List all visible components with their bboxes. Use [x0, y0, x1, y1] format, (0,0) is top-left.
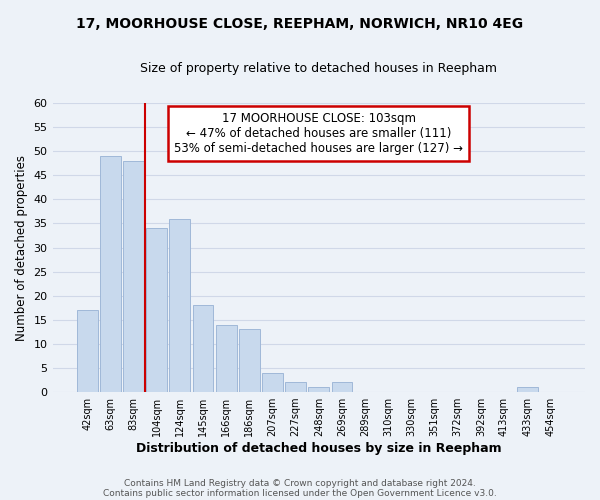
- X-axis label: Distribution of detached houses by size in Reepham: Distribution of detached houses by size …: [136, 442, 502, 455]
- Bar: [123, 161, 144, 392]
- Bar: [169, 218, 190, 392]
- Bar: [146, 228, 167, 392]
- Bar: [517, 388, 538, 392]
- Text: 17 MOORHOUSE CLOSE: 103sqm
← 47% of detached houses are smaller (111)
53% of sem: 17 MOORHOUSE CLOSE: 103sqm ← 47% of deta…: [174, 112, 463, 154]
- Text: Contains public sector information licensed under the Open Government Licence v3: Contains public sector information licen…: [103, 488, 497, 498]
- Text: Contains HM Land Registry data © Crown copyright and database right 2024.: Contains HM Land Registry data © Crown c…: [124, 478, 476, 488]
- Bar: [193, 306, 214, 392]
- Bar: [216, 324, 236, 392]
- Bar: [308, 388, 329, 392]
- Bar: [262, 373, 283, 392]
- Bar: [285, 382, 306, 392]
- Text: 17, MOORHOUSE CLOSE, REEPHAM, NORWICH, NR10 4EG: 17, MOORHOUSE CLOSE, REEPHAM, NORWICH, N…: [76, 18, 524, 32]
- Title: Size of property relative to detached houses in Reepham: Size of property relative to detached ho…: [140, 62, 497, 76]
- Y-axis label: Number of detached properties: Number of detached properties: [15, 154, 28, 340]
- Bar: [100, 156, 121, 392]
- Bar: [332, 382, 352, 392]
- Bar: [77, 310, 98, 392]
- Bar: [239, 330, 260, 392]
